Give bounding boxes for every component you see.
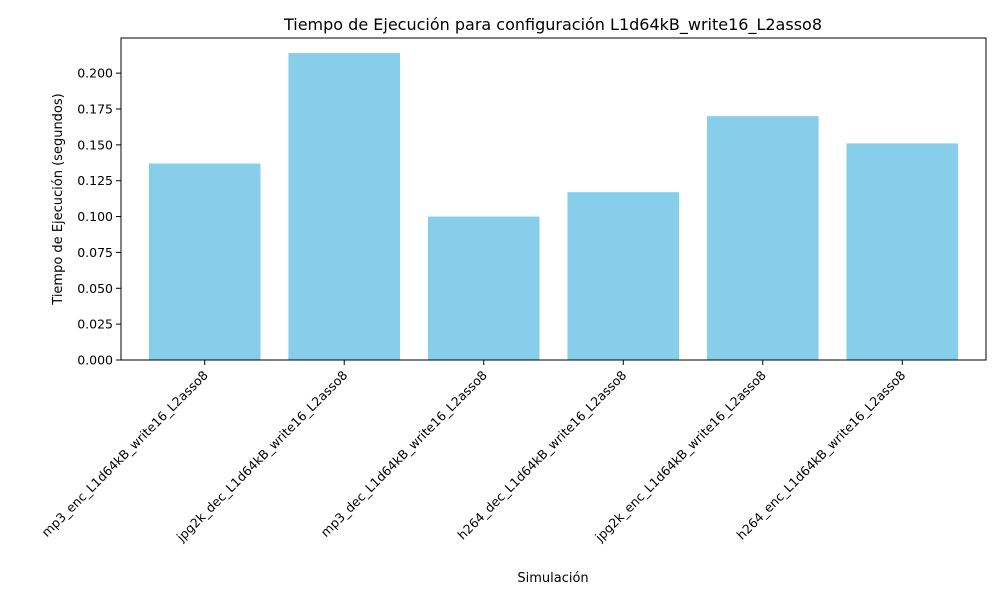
bar-h264_enc_L1d64kB_write16_L2asso8 bbox=[846, 143, 959, 360]
bars-group bbox=[148, 53, 959, 361]
bar-jpg2k_enc_L1d64kB_write16_L2asso8 bbox=[706, 116, 819, 360]
bar-h264_dec_L1d64kB_write16_L2asso8 bbox=[567, 192, 680, 360]
y-tick-label: 0.200 bbox=[77, 66, 113, 81]
bar-mp3_dec_L1d64kB_write16_L2asso8 bbox=[427, 216, 540, 360]
x-axis: mp3_enc_L1d64kB_write16_L2asso8jpg2k_dec… bbox=[39, 360, 908, 545]
y-tick-label: 0.150 bbox=[77, 137, 113, 152]
x-tick-label: mp3_enc_L1d64kB_write16_L2asso8 bbox=[39, 367, 211, 539]
y-tick-label: 0.175 bbox=[77, 101, 113, 116]
bar-mp3_enc_L1d64kB_write16_L2asso8 bbox=[148, 163, 261, 360]
plot-frame bbox=[120, 37, 987, 361]
chart-title: Tiempo de Ejecución para configuración L… bbox=[283, 15, 822, 35]
y-tick-label: 0.025 bbox=[77, 317, 113, 332]
y-tick-label: 0.000 bbox=[77, 353, 113, 368]
y-tick-label: 0.100 bbox=[77, 209, 113, 224]
x-tick-label: h264_enc_L1d64kB_write16_L2asso8 bbox=[733, 367, 908, 542]
x-tick-label: jpg2k_enc_L1d64kB_write16_L2asso8 bbox=[591, 367, 769, 545]
bar-jpg2k_dec_L1d64kB_write16_L2asso8 bbox=[288, 53, 401, 361]
y-tick-label: 0.050 bbox=[77, 281, 113, 296]
y-tick-label: 0.075 bbox=[77, 245, 113, 260]
x-tick-label: jpg2k_dec_L1d64kB_write16_L2asso8 bbox=[173, 367, 351, 545]
x-tick-label: h264_dec_L1d64kB_write16_L2asso8 bbox=[454, 367, 629, 542]
y-axis-label: Tiempo de Ejecución (segundos) bbox=[51, 93, 66, 305]
y-axis: 0.000 0.025 0.050 0.075 0.100 0.125 0.150 0.175… bbox=[77, 66, 121, 368]
x-tick-label: mp3_dec_L1d64kB_write16_L2asso8 bbox=[318, 367, 490, 539]
x-axis-label: Simulación bbox=[517, 571, 588, 586]
y-tick-label: 0.125 bbox=[77, 173, 113, 188]
